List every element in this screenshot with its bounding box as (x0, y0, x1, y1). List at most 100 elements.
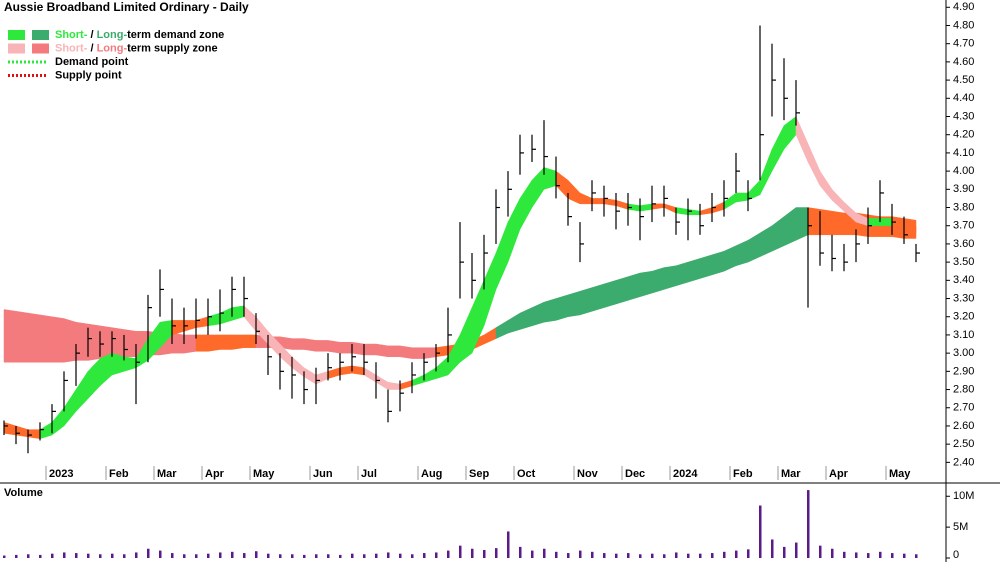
zone-segment (831, 188, 845, 212)
zone-segment (3, 421, 17, 436)
x-tick-label: Mar (157, 468, 177, 480)
zone-segment (651, 203, 665, 210)
zone-segment (615, 276, 629, 305)
volume-bar (675, 552, 678, 558)
zone-segment (195, 334, 209, 352)
zone-segment (675, 207, 689, 216)
volume-bar (195, 554, 198, 558)
y-tick-label: 3.70 (953, 220, 974, 232)
volume-bar (255, 551, 258, 558)
zone-segment (363, 367, 377, 383)
volume-bar (351, 553, 354, 558)
legend-text: Short- (55, 29, 88, 41)
zone-segment (507, 198, 521, 263)
volume-bar (423, 553, 426, 558)
y-tick-label: 4.50 (953, 74, 974, 86)
zone-segment (63, 318, 77, 363)
zone-segment (387, 345, 401, 358)
volume-bar (267, 553, 270, 558)
volume-bar (879, 551, 882, 558)
volume-bar (783, 546, 786, 558)
legend-text: / (87, 42, 96, 54)
zone-segment (783, 207, 797, 247)
zone-segment (699, 254, 713, 279)
y-tick-label: 4.90 (953, 1, 974, 13)
y-tick-label: 4.40 (953, 92, 974, 104)
zone-segment (27, 429, 41, 439)
zone-segment (567, 179, 581, 205)
y-tick-label: 3.50 (953, 256, 974, 268)
zone-segment (123, 356, 137, 372)
zone-segment (327, 340, 341, 354)
volume-bar (411, 554, 414, 558)
zone-segment (639, 203, 653, 212)
volume-bar (279, 554, 282, 558)
zone-segment (231, 334, 245, 350)
zone-segment (759, 149, 773, 195)
x-tick-label: May (889, 468, 911, 480)
x-tick-label: Jun (313, 468, 333, 480)
volume-bar (795, 542, 798, 558)
zone-segment (315, 371, 329, 385)
zone-segment (111, 352, 125, 376)
zone-segment (87, 323, 101, 361)
legend-text: / (87, 29, 96, 41)
volume-bar (831, 548, 834, 558)
zone-segment (591, 198, 605, 205)
volume-bar (639, 554, 642, 558)
zone-segment (207, 312, 221, 327)
x-tick-label: 2023 (49, 468, 73, 480)
volume-bar (903, 553, 906, 558)
zone-segment (303, 338, 317, 352)
zone-segment (171, 320, 185, 336)
legend-label: Supply point (55, 69, 122, 81)
volume-bar (627, 553, 630, 558)
y-tick-label: 2.40 (953, 456, 974, 468)
volume-bar (495, 548, 498, 558)
zone-segment (531, 166, 545, 209)
volume-bar (579, 550, 582, 558)
zone-segment (567, 290, 581, 318)
zone-segment (219, 334, 233, 350)
y-tick-label: 10M (953, 490, 974, 502)
zone-segment (15, 425, 29, 438)
zone-segment (495, 319, 509, 339)
x-tick-label: Apr (829, 468, 849, 480)
volume-bar (459, 545, 462, 558)
volume-bar (327, 554, 330, 558)
volume-bar (135, 552, 138, 558)
volume-bar (531, 550, 534, 558)
zone-segment (663, 265, 677, 290)
legend-text: Short- (55, 42, 88, 54)
volume-bar (819, 545, 822, 558)
zone-segment (231, 305, 245, 321)
zone-segment (759, 225, 773, 258)
x-tick-label: Apr (205, 468, 225, 480)
volume-bar (363, 554, 366, 558)
zone-segment (75, 370, 89, 413)
legend-label: Demand point (55, 56, 129, 68)
volume-bar (183, 554, 186, 558)
volume-bar (87, 553, 90, 558)
volume-bar (123, 554, 126, 558)
zone-segment (375, 343, 389, 358)
y-tick-label: 3.10 (953, 329, 974, 341)
zone-segment (459, 307, 473, 363)
zone-segment (711, 250, 725, 276)
volume-bar (723, 551, 726, 558)
zone-segment (411, 374, 425, 387)
legend-text: Long- (97, 42, 128, 54)
y-tick-label: 3.40 (953, 274, 974, 286)
x-tick-label: Dec (625, 468, 645, 480)
zone-segment (87, 357, 101, 400)
zone-segment (819, 209, 833, 236)
legend-text: term demand zone (127, 29, 224, 41)
y-tick-label: 2.50 (953, 438, 974, 450)
y-tick-label: 3.30 (953, 292, 974, 304)
zone-segment (3, 309, 17, 363)
y-tick-label: 2.70 (953, 402, 974, 414)
volume-bar (39, 554, 42, 558)
zone-segment (195, 316, 209, 328)
